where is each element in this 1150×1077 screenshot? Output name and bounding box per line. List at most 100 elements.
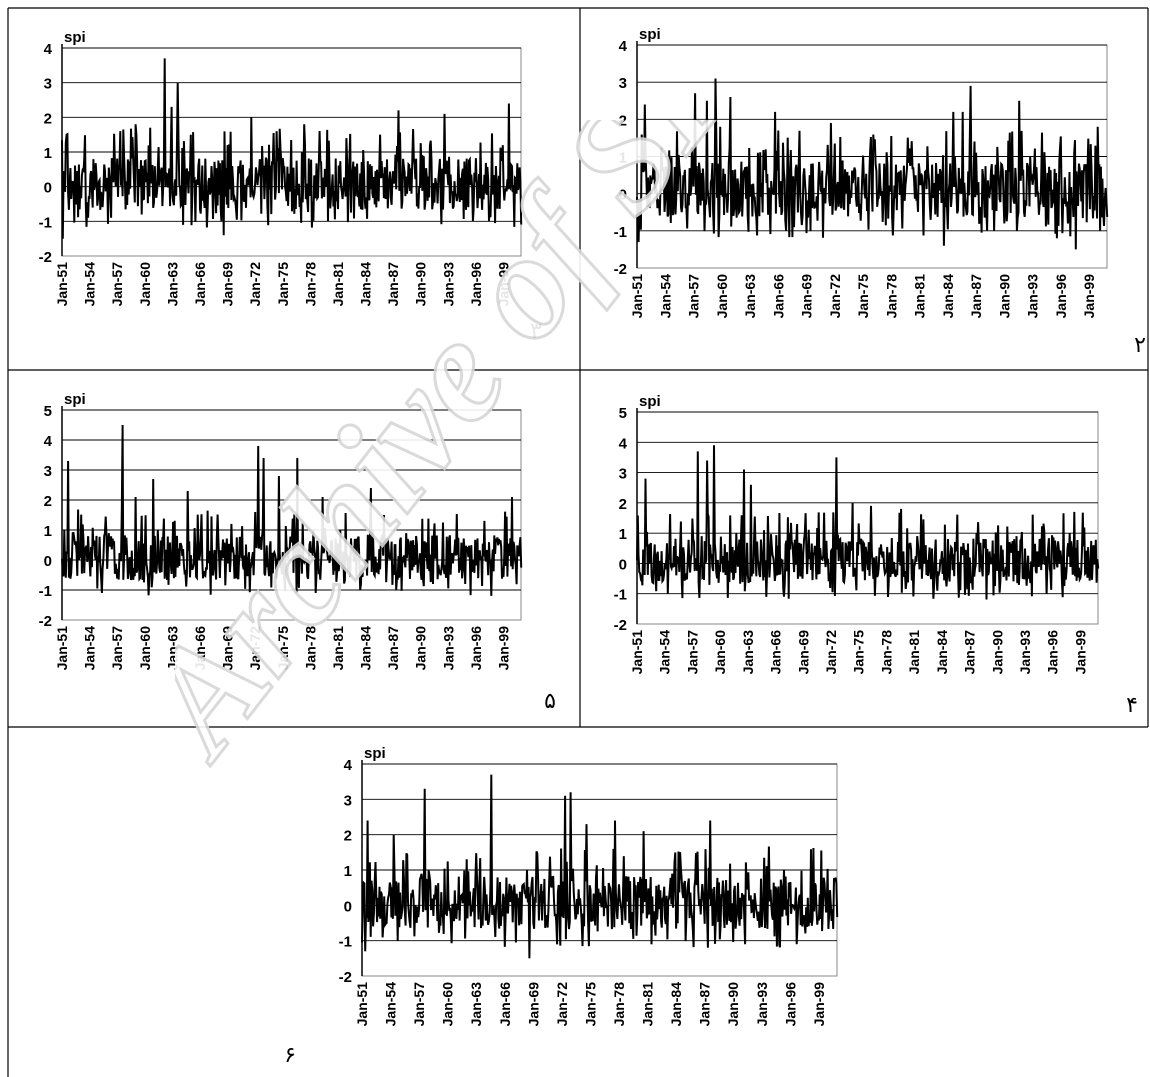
y-tick-label: -1 — [39, 583, 52, 600]
series-line-spi — [636, 78, 1109, 250]
x-tick-label: Jan-90 — [725, 982, 741, 1027]
x-tick-label: Jan-54 — [657, 274, 673, 319]
chart-panel: 4 3 2 1 0 -1 -2 spi Jan-51 Jan-54 Jan-57 Jan-60 Jan-… — [614, 26, 1146, 358]
y-tick-label: 4 — [619, 38, 628, 55]
x-tick-label: Jan-90 — [989, 630, 1005, 675]
x-tick-label: Jan-54 — [657, 630, 673, 675]
plot-area — [61, 409, 522, 621]
x-tick-label: Jan-81 — [330, 262, 346, 307]
x-tick-label: Jan-84 — [668, 982, 684, 1027]
x-tick-label: Jan-60 — [137, 626, 153, 671]
x-tick-label: Jan-78 — [611, 982, 627, 1027]
y-tick-label: 4 — [44, 41, 53, 58]
x-tick-label: Jan-51 — [354, 982, 370, 1027]
x-tick-label: Jan-51 — [54, 262, 70, 307]
x-tick-label: Jan-57 — [109, 626, 125, 671]
y-tick-label: 3 — [619, 466, 627, 483]
x-tick-label: Jan-57 — [686, 274, 702, 319]
x-tick-label: Jan-90 — [413, 262, 429, 307]
y-tick-label: 4 — [619, 435, 628, 452]
x-tick-label: Jan-72 — [554, 982, 570, 1027]
x-tick-label: Jan-96 — [468, 626, 484, 671]
y-tick-label: -1 — [614, 587, 627, 604]
x-tick-label: Jan-87 — [385, 626, 401, 671]
y-tick-label: 2 — [619, 112, 627, 129]
y-tick-label: 0 — [44, 180, 52, 197]
x-tick-label: Jan-99 — [1072, 630, 1088, 675]
x-tick-label: Jan-69 — [525, 982, 541, 1027]
x-tick-label: Jan-93 — [440, 262, 456, 307]
panel-number: ۶ — [284, 1043, 296, 1068]
chart-panel: 5 4 3 2 1 0 -1 -2 spi Jan-51 Jan-54 Jan-57 Jan-60 Jan… — [39, 391, 556, 714]
y-tick-label: -1 — [339, 934, 352, 951]
x-tick-label: Jan-96 — [1045, 630, 1061, 675]
y-tick-label: 3 — [619, 75, 627, 92]
x-tick-label: Jan-78 — [878, 630, 894, 675]
y-tick-label: 0 — [619, 556, 627, 573]
x-tick-label: Jan-54 — [82, 262, 98, 307]
y-tick-label: 2 — [44, 493, 52, 510]
y-tick-label: 3 — [44, 463, 52, 480]
x-tick-label: Jan-99 — [496, 262, 512, 307]
x-tick-label: Jan-54 — [383, 982, 399, 1027]
x-tick-label: Jan-78 — [883, 274, 899, 319]
x-tick-label: Jan-93 — [1017, 630, 1033, 675]
series-line-spi — [636, 445, 1100, 600]
x-tick-label: Jan-96 — [468, 262, 484, 307]
panel-frame — [7, 7, 1149, 1077]
y-tick-label: 5 — [619, 405, 627, 422]
y-tick-label: 4 — [344, 757, 353, 774]
x-tick-label: Jan-96 — [1053, 274, 1069, 319]
x-tick-label: Jan-75 — [855, 274, 871, 319]
y-tick-label: -2 — [39, 613, 52, 630]
x-tick-label: Jan-66 — [497, 982, 513, 1027]
y-tick-label: 3 — [344, 792, 352, 809]
series-line-spi — [61, 424, 523, 596]
panel-number: ٢ — [1134, 333, 1146, 358]
y-tick-label: 3 — [44, 76, 52, 93]
x-tick-label: Jan-72 — [827, 274, 843, 319]
series-line-spi — [361, 774, 839, 959]
y-tick-label: 0 — [619, 187, 627, 204]
chart-panel: 4 3 2 1 0 -1 -2 spi Jan-51 Jan-54 Jan-57 Jan-60 Jan-… — [39, 29, 542, 344]
x-tick-label: Jan-81 — [640, 982, 656, 1027]
x-tick-label: Jan-96 — [782, 982, 798, 1027]
y-axis-label: spi — [639, 26, 661, 43]
x-tick-label: Jan-72 — [247, 262, 263, 307]
x-tick-label: Jan-81 — [912, 274, 928, 319]
x-tick-label: Jan-99 — [496, 626, 512, 671]
y-tick-label: 1 — [619, 150, 627, 167]
x-tick-label: Jan-63 — [468, 982, 484, 1027]
x-tick-label: Jan-75 — [851, 630, 867, 675]
x-tick-label: Jan-66 — [770, 274, 786, 319]
x-tick-label: Jan-72 — [247, 626, 263, 671]
x-tick-label: Jan-66 — [192, 626, 208, 671]
y-tick-label: 2 — [44, 110, 52, 127]
x-tick-label: Jan-87 — [697, 982, 713, 1027]
y-tick-label: -2 — [339, 969, 352, 986]
x-tick-label: Jan-87 — [385, 262, 401, 307]
y-axis-label: spi — [64, 29, 86, 46]
x-tick-label: Jan-84 — [358, 262, 374, 307]
x-tick-label: Jan-69 — [220, 262, 236, 307]
y-tick-label: 4 — [44, 433, 53, 450]
x-tick-label: Jan-75 — [582, 982, 598, 1027]
panel-number: ٣ — [530, 319, 542, 344]
x-tick-label: Jan-87 — [962, 630, 978, 675]
x-tick-label: Jan-63 — [742, 274, 758, 319]
x-tick-label: Jan-69 — [799, 274, 815, 319]
y-tick-label: -1 — [39, 214, 52, 231]
y-tick-label: -2 — [39, 249, 52, 266]
x-tick-label: Jan-63 — [164, 626, 180, 671]
y-axis-label: spi — [639, 393, 661, 410]
x-tick-label: Jan-60 — [714, 274, 730, 319]
x-tick-label: Jan-63 — [164, 262, 180, 307]
panel-number: ۴ — [1126, 693, 1138, 718]
x-tick-label: Jan-84 — [934, 630, 950, 675]
y-tick-label: 2 — [344, 828, 352, 845]
x-tick-label: Jan-78 — [302, 262, 318, 307]
y-tick-label: 0 — [44, 553, 52, 570]
x-tick-label: Jan-69 — [795, 630, 811, 675]
y-tick-label: 0 — [344, 898, 352, 915]
